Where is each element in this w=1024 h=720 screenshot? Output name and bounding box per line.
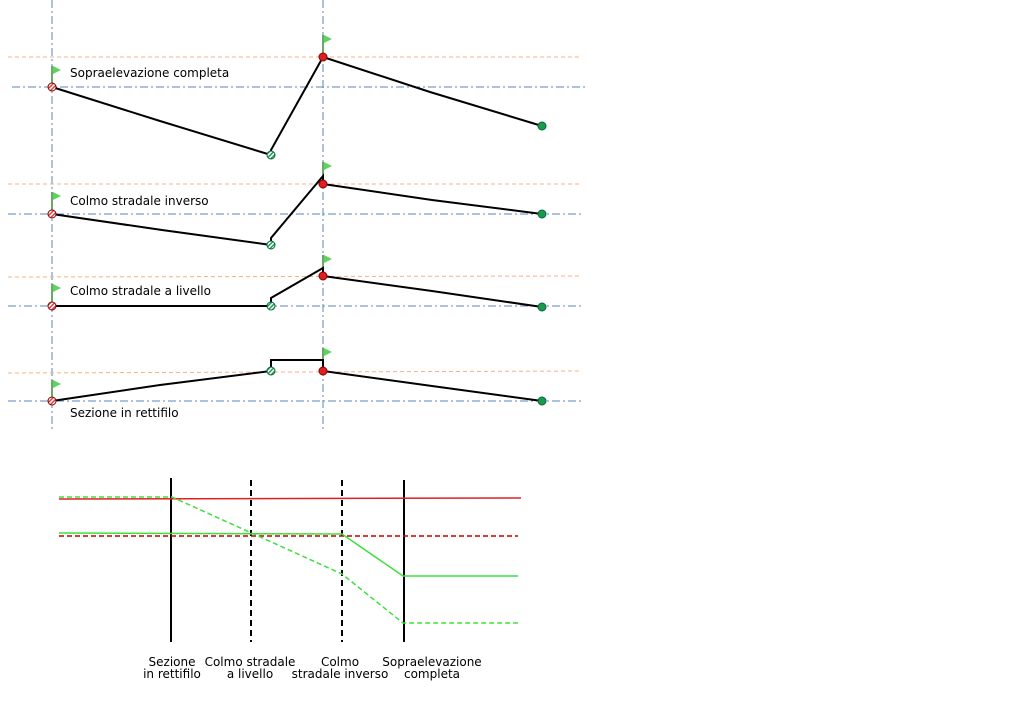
legend-label: Sezione <box>149 655 196 669</box>
legend-label: completa <box>404 667 460 681</box>
section: Sezione in rettifilo <box>7 347 583 420</box>
section: Colmo stradale a livello <box>7 254 583 312</box>
section-label: Colmo stradale inverso <box>70 194 209 208</box>
section-label: Colmo stradale a livello <box>70 284 211 298</box>
transition-diagram: Sezione in rettifilo Colmo stradale a li… <box>58 478 522 681</box>
section-label: Sezione in rettifilo <box>70 406 179 420</box>
section-label: Sopraelevazione completa <box>70 66 229 80</box>
legend-label: Colmo <box>321 655 359 669</box>
legend-label: Colmo stradale <box>205 655 296 669</box>
legend-label: stradale inverso <box>292 667 389 681</box>
legend-label: Sopraelevazione <box>382 655 481 669</box>
legend-label: in rettifilo <box>143 667 201 681</box>
section: Colmo stradale inverso <box>8 161 582 250</box>
section: Sopraelevazione completa <box>8 34 585 160</box>
legend-label: a livello <box>227 667 273 681</box>
